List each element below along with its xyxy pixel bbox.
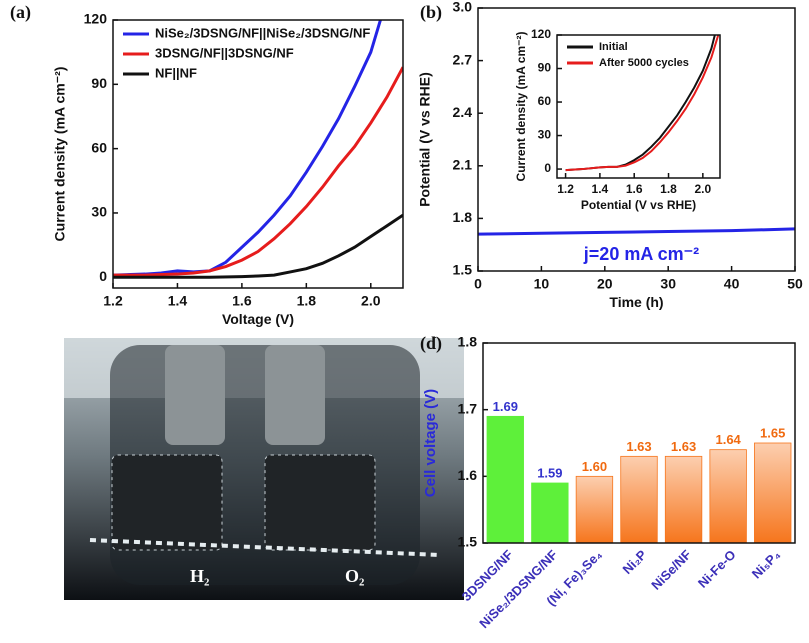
photo: H₂ O₂ <box>64 338 464 600</box>
annotation: j=20 mA cm⁻² <box>583 244 699 264</box>
x-tick-label: 2.0 <box>694 182 711 196</box>
value-label: 1.60 <box>582 459 607 474</box>
x-tick-label: Ni₂P <box>620 547 650 577</box>
inset-background <box>557 35 720 178</box>
x-tick-label: 1.4 <box>592 182 609 196</box>
bar <box>709 449 747 544</box>
value-label: 1.69 <box>493 399 518 414</box>
y-axis-label: Current density (mA cm⁻²) <box>52 67 68 242</box>
electrode <box>111 454 223 551</box>
x-axis-label: Potential (V vs RHE) <box>581 198 696 212</box>
data-line <box>565 35 720 172</box>
photo-label: H₂ <box>190 566 209 586</box>
chart-panel: (a) 1.2 1.4 1.6 1.8 2.0 0 30 60 90 120 Voltage (V) C… <box>10 2 404 327</box>
panel-label: (a) <box>10 2 31 23</box>
y-tick-label: 0 <box>99 268 107 284</box>
panel-label: (d) <box>420 333 442 354</box>
data-line <box>113 213 403 279</box>
x-tick-label: 10 <box>534 276 550 292</box>
y-tick-label: 2.7 <box>453 51 473 67</box>
y-tick-label: 1.6 <box>458 467 478 483</box>
x-tick-label: 1.6 <box>232 293 252 309</box>
value-label: 1.64 <box>715 432 741 447</box>
y-tick-label: 120 <box>84 11 108 27</box>
x-axis-label: Time (h) <box>609 294 663 310</box>
tab <box>165 345 225 445</box>
y-tick-label: 30 <box>538 128 552 142</box>
data-line <box>478 227 795 236</box>
y-tick-label: 0 <box>544 161 551 175</box>
y-tick-label: 1.8 <box>458 334 478 350</box>
x-tick-label: Ni₅P₄ <box>749 547 784 582</box>
plot-frame <box>112 19 404 289</box>
x-tick-label: 30 <box>660 276 676 292</box>
y-tick-label: 90 <box>91 75 107 91</box>
y-tick-label: 1.5 <box>458 534 478 550</box>
plot-frame <box>482 342 796 544</box>
y-tick-label: 30 <box>91 204 107 220</box>
y-tick-label: 60 <box>91 139 107 155</box>
value-label: 1.65 <box>760 425 785 440</box>
panel-label: (b) <box>420 2 442 23</box>
x-tick-label: NiSe/NF <box>648 547 694 593</box>
bubbles <box>89 538 441 557</box>
data-line <box>113 20 382 277</box>
x-axis-label: Voltage (V) <box>222 311 294 327</box>
bar <box>620 455 658 544</box>
bar <box>754 442 792 544</box>
y-tick-label: 1.7 <box>458 400 478 416</box>
value-label: 1.63 <box>626 439 651 454</box>
chart-panel: 1.2 1.4 1.6 1.8 2.0 0 30 60 90 120 Potential (V vs… <box>514 27 721 212</box>
photo-label: O₂ <box>345 566 364 586</box>
x-tick-label: 40 <box>724 276 740 292</box>
y-axis-label: Potential (V vs RHE) <box>417 72 433 207</box>
x-tick-label: 1.8 <box>660 182 677 196</box>
bar <box>575 475 614 544</box>
x-tick-label: 1.6 <box>626 182 643 196</box>
y-tick-label: 120 <box>531 27 551 41</box>
y-tick-label: 3.0 <box>453 0 473 15</box>
plot-frame <box>477 7 796 272</box>
chart-panel: (d)1.51.61.71.81.693DSNG/NF1.59NiSe₂/3DS… <box>420 333 796 631</box>
y-tick-label: 2.1 <box>453 157 473 173</box>
y-tick-label: 1.5 <box>453 262 473 278</box>
x-tick-label: NiSe₂/3DSNG/NF <box>476 547 560 631</box>
plot-frame <box>556 34 721 179</box>
legend-label: After 5000 cycles <box>599 57 689 69</box>
value-label: 1.63 <box>671 439 696 454</box>
bar <box>486 415 524 544</box>
electrode <box>264 454 376 551</box>
bar <box>531 482 569 544</box>
x-tick-label: 20 <box>597 276 613 292</box>
y-tick-label: 1.8 <box>453 209 473 225</box>
bar <box>664 455 703 544</box>
x-tick-label: 0 <box>474 276 482 292</box>
x-tick-label: 2.0 <box>361 293 381 309</box>
x-tick-label: 1.2 <box>103 293 123 309</box>
x-tick-label: 1.8 <box>297 293 317 309</box>
legend-label: NF||NF <box>155 65 197 80</box>
y-axis-label: Current density (mA cm⁻²) <box>514 32 528 182</box>
legend-label: 3DSNG/NF||3DSNG/NF <box>155 45 294 60</box>
x-tick-label: 50 <box>787 276 803 292</box>
legend-label: Initial <box>599 41 628 53</box>
y-tick-label: 90 <box>538 61 552 75</box>
x-tick-label: 1.4 <box>168 293 188 309</box>
y-tick-label: 60 <box>538 94 552 108</box>
legend-label: NiSe₂/3DSNG/NF||NiSe₂/3DSNG/NF <box>155 25 370 40</box>
tab <box>265 345 325 445</box>
data-line <box>113 66 403 277</box>
chart-panel: (b) 0 10 20 30 40 50 1.5 1.8 2.1 2.4 2.7 3.0 Time (h)… <box>417 0 803 310</box>
y-axis-label: Cell voltage (V) <box>422 389 439 497</box>
x-tick-label: Ni-Fe-O <box>695 547 739 591</box>
y-tick-label: 2.4 <box>453 104 473 120</box>
x-tick-label: 1.2 <box>557 182 574 196</box>
value-label: 1.59 <box>537 465 562 480</box>
